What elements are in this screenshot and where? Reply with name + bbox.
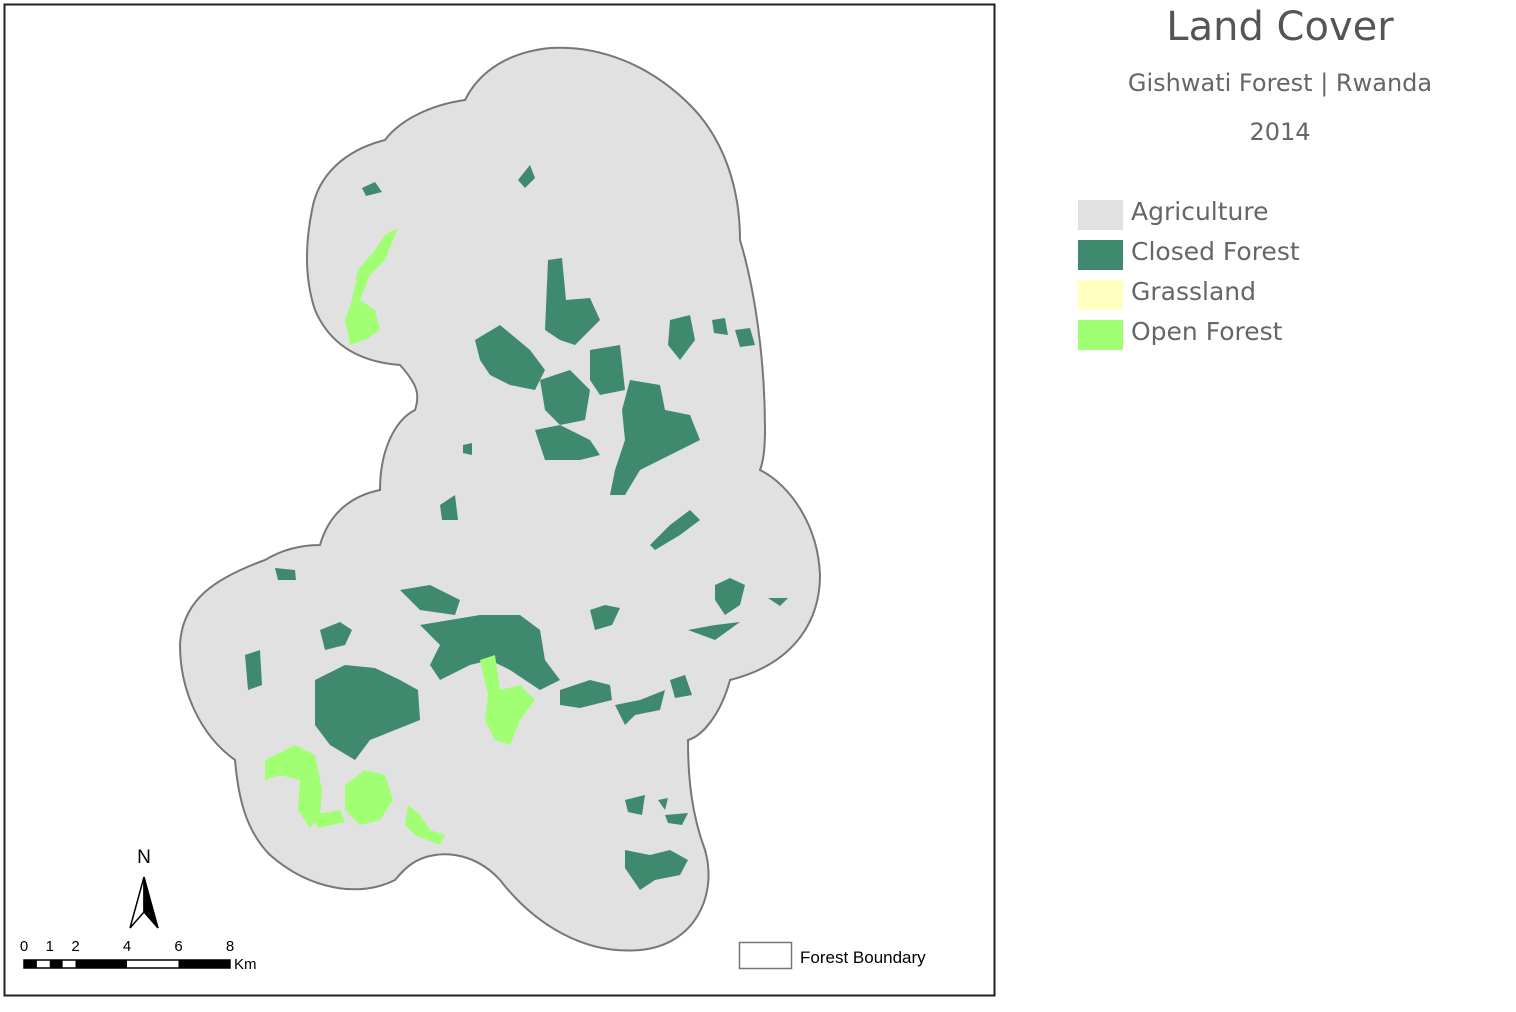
north-arrow: N [129, 847, 159, 929]
closed-forest-patches [245, 165, 788, 890]
scale-label: 2 [71, 938, 79, 955]
legend-label: Open Forest [1131, 317, 1283, 346]
north-label: N [137, 847, 151, 868]
legend-label: Grassland [1131, 277, 1256, 306]
scale-segment [49, 960, 63, 968]
legend: Agriculture Closed Forest Grassland Open Fo… [1078, 197, 1300, 350]
scale-label: 1 [46, 938, 54, 955]
scale-bar: 0 1 2 4 6 8Km [20, 938, 257, 973]
title: Land Cover [1166, 4, 1394, 50]
subtitle: Gishwati Forest | Rwanda [1128, 69, 1432, 97]
open-forest-patches [265, 228, 535, 845]
year: 2014 [1249, 118, 1310, 146]
scale-segment [75, 960, 127, 968]
scale-segment [178, 960, 230, 968]
scale-label: 8 [226, 938, 234, 955]
scale-label: 4 [123, 938, 131, 955]
scale-label: 6 [174, 938, 182, 955]
boundary-swatch [738, 941, 793, 970]
boundary-label: Forest Boundary [800, 948, 926, 967]
legend-swatch [1078, 320, 1123, 350]
scale-segment [24, 960, 37, 968]
legend-swatch [1078, 240, 1123, 270]
scale-label: 0 [20, 938, 28, 955]
legend-swatch [1078, 280, 1123, 310]
legend-swatch [1078, 200, 1123, 230]
legend-label: Closed Forest [1131, 237, 1300, 266]
scale-unit: Km [234, 956, 257, 973]
map-area [178, 46, 822, 952]
legend-label: Agriculture [1131, 197, 1269, 226]
boundary-legend: Forest Boundary [738, 941, 926, 970]
